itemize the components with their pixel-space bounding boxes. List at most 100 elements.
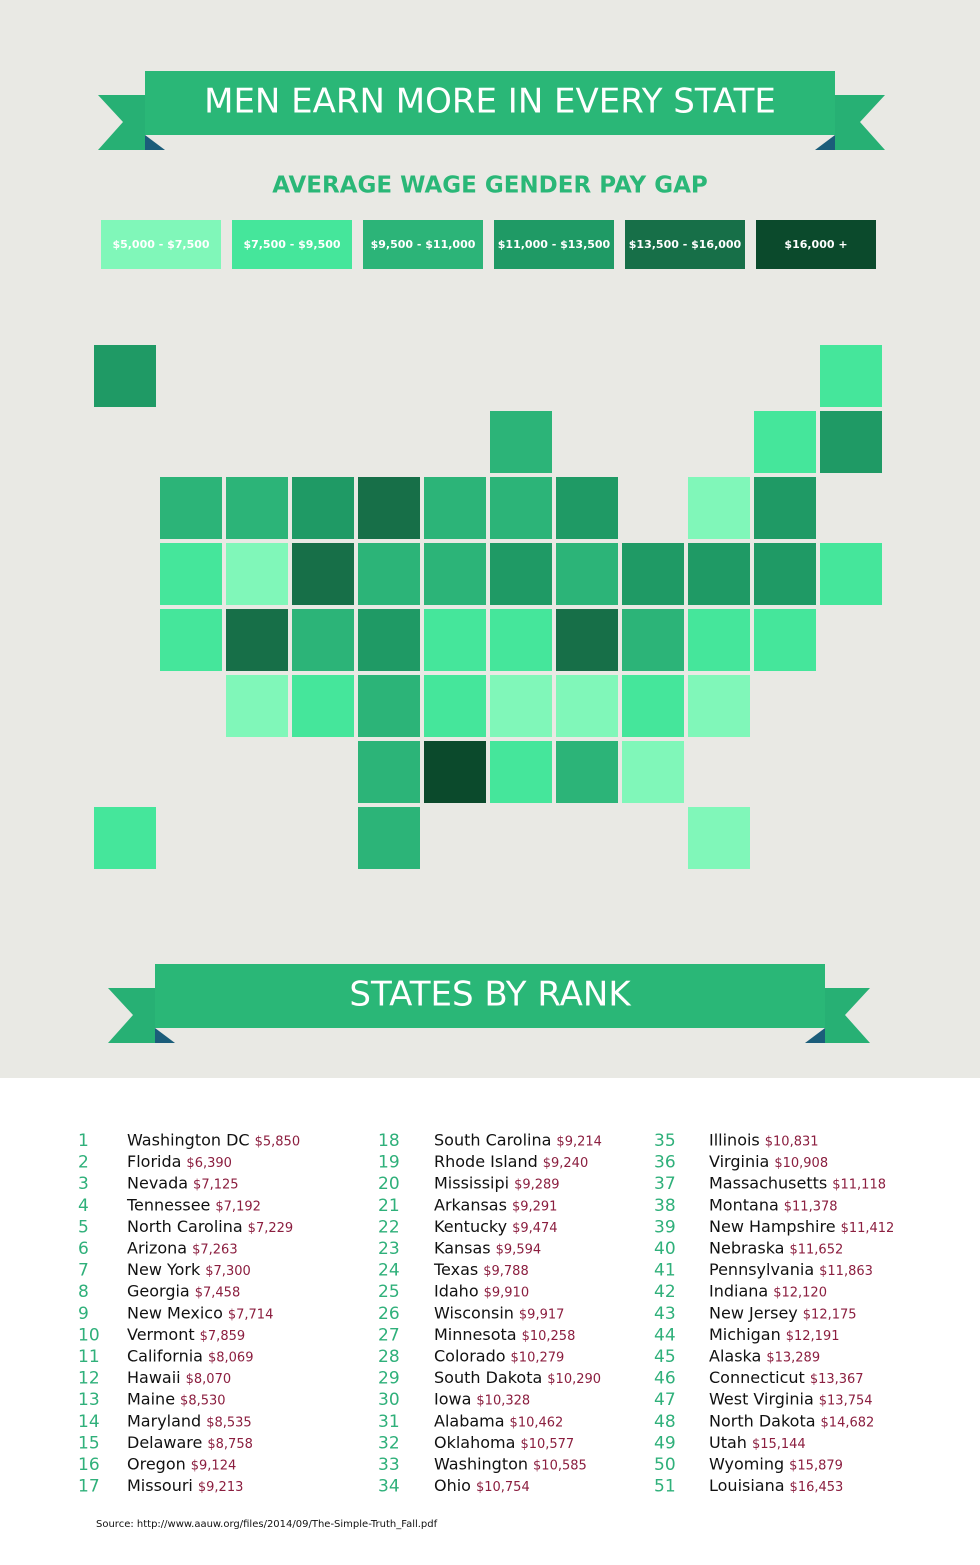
state-name: Ohio [434, 1476, 471, 1495]
state-name: Nevada [127, 1174, 188, 1193]
pay-gap: $12,191 [786, 1329, 840, 1344]
rank: 15 [78, 1433, 100, 1453]
state-name: Mississipi [434, 1174, 509, 1193]
pay-gap: $6,390 [186, 1156, 232, 1171]
state-name: Texas [433, 1260, 478, 1279]
rank: 49 [654, 1433, 676, 1453]
state-name: Illinois [709, 1131, 760, 1150]
state-tile [490, 675, 552, 737]
rank: 41 [654, 1261, 676, 1281]
pay-gap: $11,863 [819, 1264, 873, 1279]
subtitle: AVERAGE WAGE GENDER PAY GAP [272, 173, 708, 199]
pay-gap: $9,289 [514, 1178, 560, 1193]
pay-gap: $7,229 [248, 1221, 294, 1236]
state-tile [358, 741, 420, 803]
legend-swatch [232, 220, 352, 269]
pay-gap: $9,213 [198, 1480, 244, 1495]
state-tile [94, 345, 156, 407]
state-tile [424, 675, 486, 737]
state-name: New Hampshire [709, 1217, 836, 1236]
state-tile [688, 543, 750, 605]
title-ribbon [98, 71, 885, 150]
pay-gap: $8,069 [208, 1351, 254, 1366]
pay-gap: $11,412 [841, 1221, 895, 1236]
pay-gap: $9,594 [496, 1243, 542, 1258]
rank: 16 [78, 1455, 100, 1475]
state-name: Massachusetts [709, 1174, 827, 1193]
rank: 24 [378, 1261, 400, 1281]
state-name: Hawaii [127, 1368, 181, 1387]
pay-gap: $9,474 [512, 1221, 558, 1236]
rank: 42 [654, 1282, 676, 1302]
pay-gap: $7,859 [200, 1329, 246, 1344]
pay-gap: $10,754 [476, 1480, 530, 1495]
pay-gap: $7,263 [192, 1243, 238, 1258]
rank: 13 [78, 1390, 100, 1410]
rank: 21 [378, 1196, 400, 1216]
rank-ribbon [108, 964, 870, 1043]
state-name: Kentucky [434, 1217, 507, 1236]
state-tile [292, 675, 354, 737]
state-tile [754, 609, 816, 671]
state-name: Maryland [127, 1411, 201, 1430]
pay-gap: $10,258 [522, 1329, 576, 1344]
state-name: Washington [434, 1455, 528, 1474]
state-tile [688, 675, 750, 737]
rank: 2 [78, 1153, 89, 1173]
state-tile [622, 741, 684, 803]
pay-gap: $9,240 [543, 1156, 589, 1171]
source: Source: http://www.aauw.org/files/2014/0… [96, 1519, 438, 1530]
state-tile [490, 741, 552, 803]
rank: 35 [654, 1131, 676, 1151]
state-tile [688, 477, 750, 539]
legend-swatch [494, 220, 614, 269]
state-tile [622, 675, 684, 737]
rank: 38 [654, 1196, 676, 1216]
state-tile [292, 543, 354, 605]
state-name: Nebraska [709, 1239, 784, 1258]
state-tile [490, 477, 552, 539]
rank: 5 [78, 1217, 89, 1237]
state-tile [490, 543, 552, 605]
state-name: Iowa [434, 1390, 471, 1409]
state-name: Minnesota [434, 1325, 517, 1344]
state-tile [490, 411, 552, 473]
legend-label: $5,000 - $7,500 [112, 238, 209, 251]
pay-gap: $7,300 [205, 1264, 251, 1279]
state-tile [820, 345, 882, 407]
state-name: Louisiana [709, 1476, 785, 1495]
state-name: North Dakota [709, 1411, 816, 1430]
rank: 37 [654, 1174, 676, 1194]
state-tile [292, 477, 354, 539]
rank-title: STATES BY RANK [349, 975, 632, 1015]
state-name: Wisconsin [434, 1303, 514, 1322]
state-name: Georgia [127, 1282, 190, 1301]
pay-gap: $8,758 [207, 1437, 253, 1452]
pay-gap: $12,175 [803, 1307, 857, 1322]
state-tile [94, 807, 156, 869]
pay-gap: $10,290 [547, 1372, 601, 1387]
state-tile [820, 543, 882, 605]
rank: 32 [378, 1433, 400, 1453]
rank: 31 [378, 1412, 400, 1432]
state-tile [754, 411, 816, 473]
state-name: Indiana [709, 1282, 768, 1301]
state-name: Colorado [434, 1347, 506, 1366]
state-name: Maine [127, 1390, 175, 1409]
rank: 28 [378, 1347, 400, 1367]
rank: 46 [654, 1369, 676, 1389]
legend-swatch [756, 220, 876, 269]
rank: 40 [654, 1239, 676, 1259]
rank: 4 [78, 1196, 89, 1216]
pay-gap: $13,367 [810, 1372, 864, 1387]
pay-gap: $14,682 [821, 1415, 875, 1430]
state-name: New York [127, 1260, 201, 1279]
state-tile [622, 543, 684, 605]
state-tile [556, 741, 618, 803]
pay-gap: $15,144 [752, 1437, 806, 1452]
state-name: Idaho [434, 1282, 479, 1301]
state-name: Missouri [127, 1476, 193, 1495]
state-tile [754, 477, 816, 539]
pay-gap: $7,192 [215, 1199, 261, 1214]
